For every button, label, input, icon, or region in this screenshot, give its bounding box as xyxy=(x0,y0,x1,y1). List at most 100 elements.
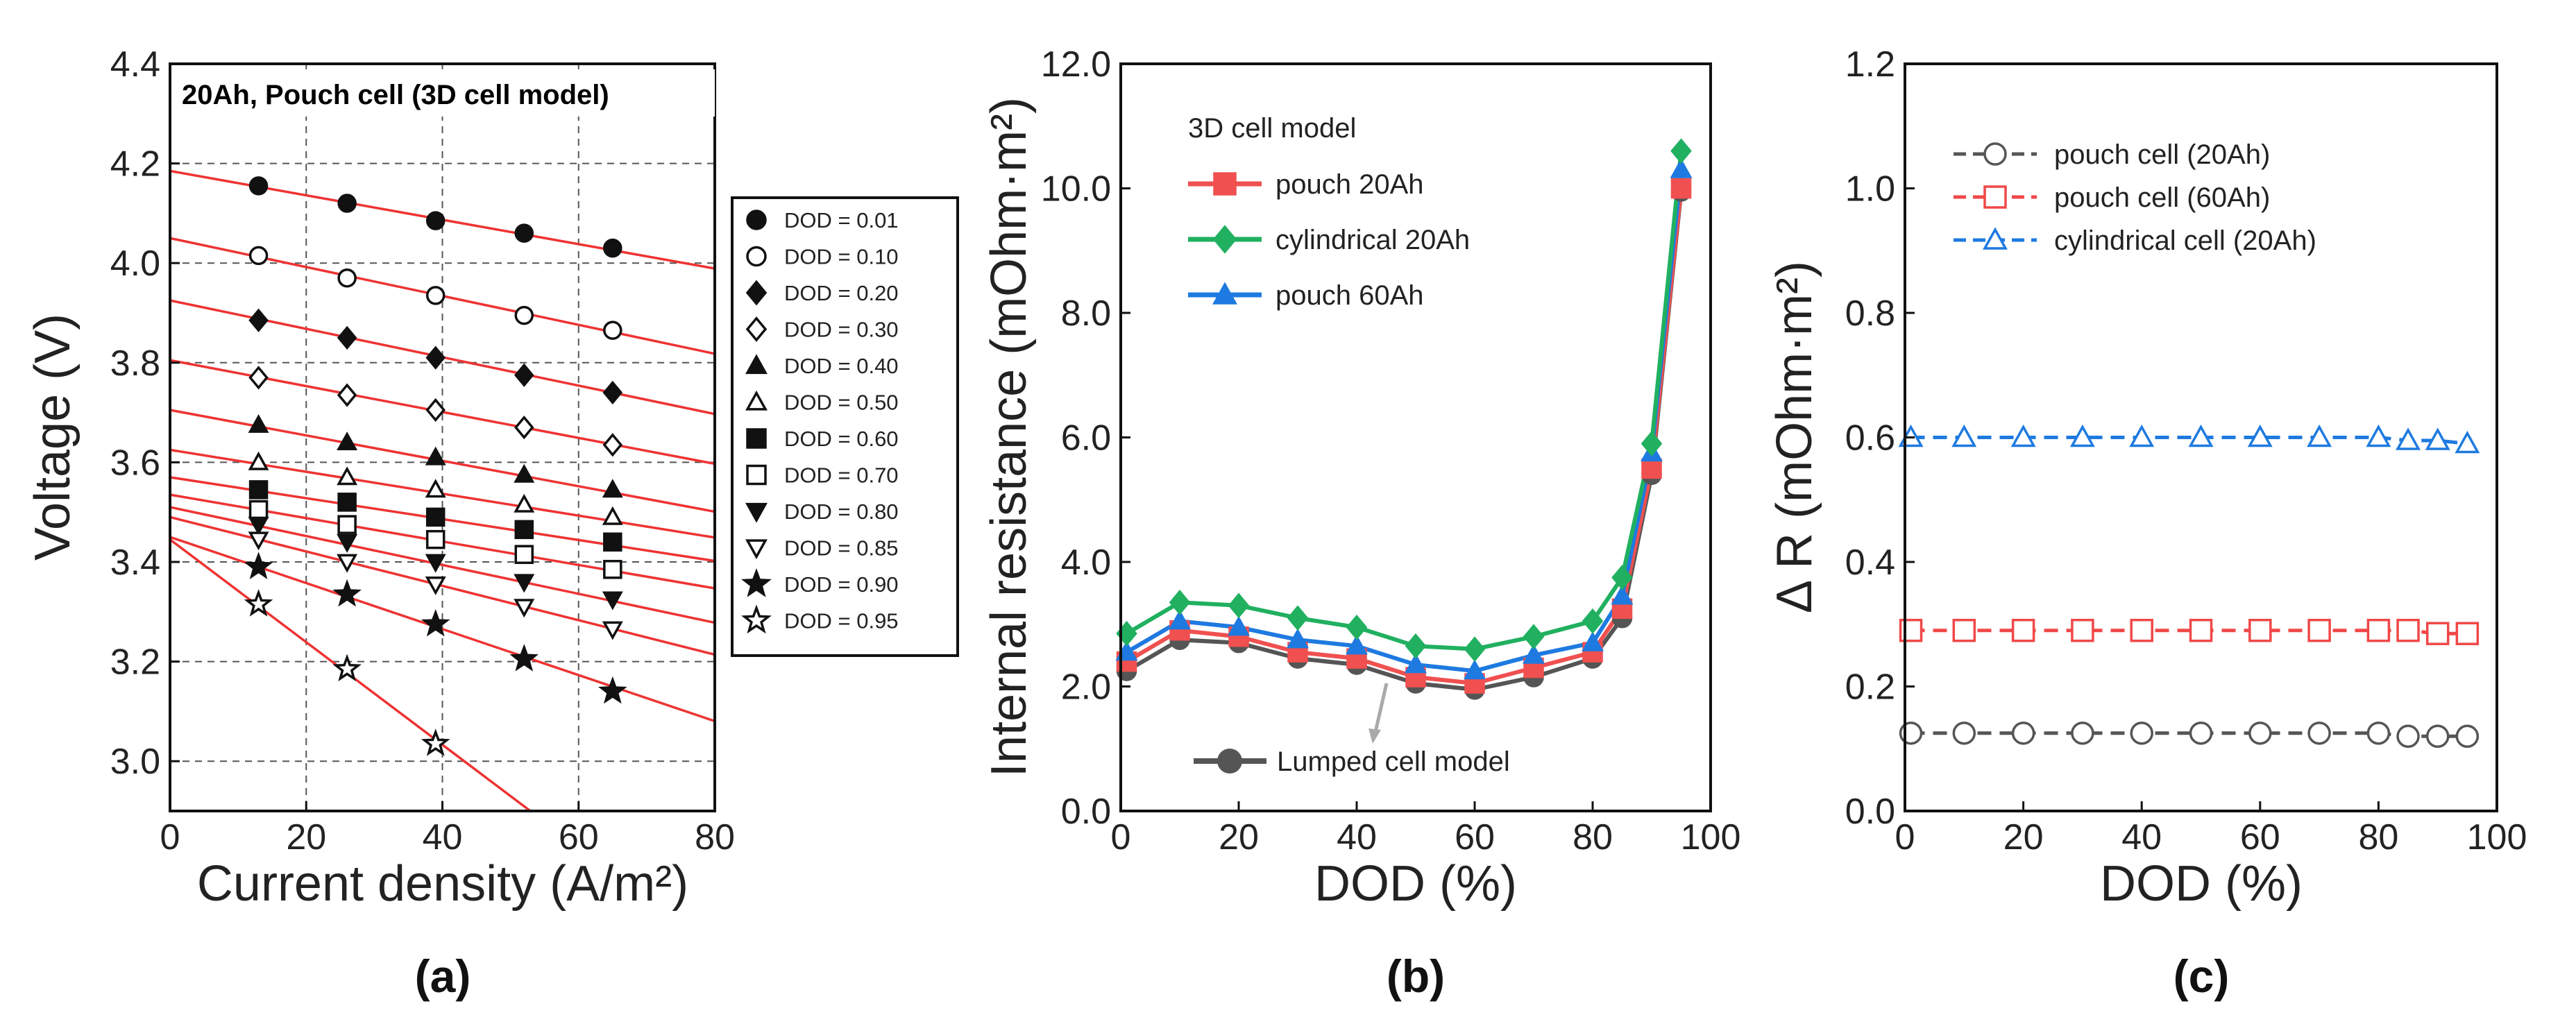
data-point xyxy=(425,398,446,422)
data-point xyxy=(2011,618,2035,642)
panel-b-annotation: Lumped cell model xyxy=(1277,746,1510,777)
legend-label: pouch cell (20Ah) xyxy=(2054,139,2270,170)
data-point xyxy=(1523,644,1545,664)
data-point xyxy=(1346,614,1368,640)
data-point xyxy=(248,480,269,500)
panel-b-label: (b) xyxy=(1387,950,1445,1002)
data-point xyxy=(1670,138,1692,164)
legend-label: DOD = 0.50 xyxy=(784,391,899,415)
legend-label: DOD = 0.90 xyxy=(784,572,899,597)
data-point xyxy=(2130,618,2153,642)
panel-c-ytick-label: 1.2 xyxy=(1845,44,1895,85)
data-point xyxy=(1169,609,1191,630)
data-point xyxy=(1952,618,1976,642)
data-point xyxy=(1287,605,1309,631)
data-point xyxy=(2366,424,2391,447)
legend-marker xyxy=(1212,225,1237,254)
data-point xyxy=(337,432,358,451)
data-point xyxy=(425,286,446,305)
panel-a-ytick-label: 4.4 xyxy=(110,44,160,85)
data-point xyxy=(514,545,534,564)
panel-c-label: (c) xyxy=(2174,950,2230,1002)
panel-a-xtick-label: 20 xyxy=(286,817,326,857)
panel-c-ytick-label: 0.6 xyxy=(1845,418,1895,459)
panel-b-ticks: 0 20 40 60 80 100 0.0 2.0 4.0 6.0 8.0 10.0 12.0 xyxy=(1041,44,1741,857)
panel-c-legend: pouch cell (20Ah) pouch cell (60Ah) cylind… xyxy=(1954,139,2316,256)
data-point xyxy=(1670,157,1693,178)
data-point xyxy=(1464,659,1486,680)
data-point xyxy=(2010,424,2036,447)
data-point xyxy=(248,246,269,266)
data-point xyxy=(2425,724,2450,749)
panel-c-ticks: 0 20 40 60 80 100 0.0 0.2 0.4 0.6 0.8 1.0 1.2 xyxy=(1845,44,2527,857)
panel-b-ytick-label: 4.0 xyxy=(1061,543,1111,583)
legend-marker xyxy=(1983,185,2007,209)
data-point xyxy=(337,493,357,512)
data-point xyxy=(1641,458,1662,479)
panel-a-ytick-label: 4.0 xyxy=(110,244,160,284)
panel-b-xtick-label: 80 xyxy=(1573,817,1613,857)
data-point xyxy=(1523,624,1545,650)
panel-b-xtick-label: 100 xyxy=(1681,817,1741,857)
data-point xyxy=(1582,631,1604,651)
data-point xyxy=(2071,722,2094,745)
data-point xyxy=(2011,722,2035,745)
panel-b-markers xyxy=(1115,138,1693,700)
legend-marker xyxy=(741,604,772,634)
data-point xyxy=(337,554,358,573)
panel-a-grid xyxy=(170,64,715,811)
data-point xyxy=(332,579,362,607)
data-point xyxy=(514,305,534,325)
data-point xyxy=(332,654,362,682)
data-point xyxy=(2455,622,2480,645)
data-point xyxy=(248,516,269,536)
data-point xyxy=(425,446,446,466)
data-point xyxy=(2189,618,2213,642)
panel-a-label: (a) xyxy=(415,950,471,1002)
legend-label: cylindrical cell (20Ah) xyxy=(2054,225,2316,256)
panel-b-ytick-label: 8.0 xyxy=(1061,293,1111,334)
data-point xyxy=(337,533,358,553)
panel-b-xlabel: DOD (%) xyxy=(1314,856,1517,912)
data-point xyxy=(2248,618,2272,642)
legend-label: cylindrical 20Ah xyxy=(1276,225,1470,255)
panel-b-ytick-label: 6.0 xyxy=(1061,418,1111,459)
data-point xyxy=(337,466,358,486)
legend-marker xyxy=(1983,142,2007,166)
data-point xyxy=(425,507,446,527)
data-point xyxy=(2396,724,2420,749)
panel-b-xtick-label: 0 xyxy=(1111,817,1131,857)
panel-b-xtick-label: 20 xyxy=(1219,817,1259,857)
data-point xyxy=(248,176,269,196)
panel-a-legend-items: DOD = 0.01 DOD = 0.10 DOD = 0.20 DOD = 0.30… xyxy=(741,208,899,634)
data-point xyxy=(2455,724,2480,749)
panel-c-xtick-label: 40 xyxy=(2121,817,2162,857)
data-point xyxy=(2129,424,2155,447)
legend-marker xyxy=(745,539,768,560)
data-point xyxy=(1228,592,1250,619)
legend-label: DOD = 0.40 xyxy=(784,354,899,378)
panel-c-ytick-label: 0.0 xyxy=(1845,792,1895,832)
data-point xyxy=(2307,424,2332,447)
panel-a-ytick-label: 3.6 xyxy=(110,443,160,483)
legend-label: DOD = 0.70 xyxy=(784,463,899,488)
data-point xyxy=(2455,430,2480,454)
data-point xyxy=(598,676,627,704)
data-point xyxy=(1405,653,1427,674)
data-point xyxy=(337,515,357,534)
panel-a-ylabel: Voltage (V) xyxy=(25,314,80,561)
data-point xyxy=(1951,424,1977,447)
data-point xyxy=(514,599,535,618)
data-point xyxy=(2069,424,2095,447)
data-point xyxy=(603,532,622,552)
panel-a-title: 20Ah, Pouch cell (3D cell model) xyxy=(182,80,609,110)
panel-a-ytick-label: 3.4 xyxy=(110,543,160,583)
data-point xyxy=(248,500,269,520)
legend-marker xyxy=(741,567,772,597)
legend-marker xyxy=(745,502,768,523)
panel-c-ytick-label: 0.8 xyxy=(1845,293,1895,334)
panel-b-xtick-label: 60 xyxy=(1455,817,1495,857)
legend-marker xyxy=(745,354,768,375)
panel-a-xtick-label: 80 xyxy=(695,817,735,857)
panel-c-xtick-label: 80 xyxy=(2358,817,2398,857)
